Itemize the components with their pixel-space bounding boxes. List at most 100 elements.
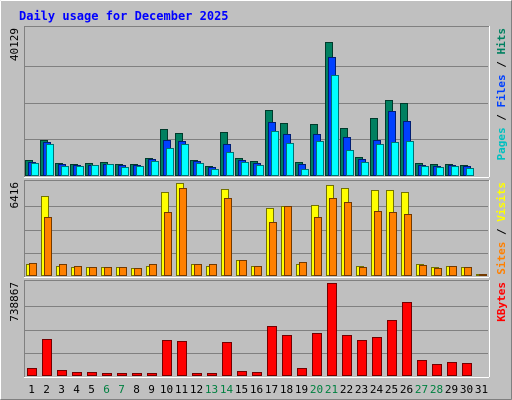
x-tick-label: 15 [235,383,248,396]
bar-pages-day-17 [271,131,279,176]
bar-kbytes-day-1 [27,368,37,376]
bar-pages-day-8 [136,166,144,176]
bar-sites-day-31 [479,274,487,276]
x-tick-label: 20 [310,383,323,396]
bar-kbytes-day-3 [57,370,67,376]
panel-middle: 6416 Sites / Visits [8,180,508,278]
x-tick-label: 7 [118,383,125,396]
bar-pages-day-14 [226,152,234,176]
bar-pages-day-22 [346,150,354,176]
bar-pages-day-28 [436,167,444,176]
bar-sites-day-15 [239,260,247,276]
y-max-label: 6416 [8,182,21,209]
bar-kbytes-day-14 [222,342,232,376]
bar-sites-day-1 [29,263,37,276]
x-tick-label: 27 [415,383,428,396]
bar-pages-day-13 [211,169,219,176]
bar-kbytes-day-17 [267,326,277,376]
bar-pages-day-26 [406,141,414,176]
bar-pages-day-20 [316,141,324,176]
x-tick-label: 16 [250,383,263,396]
bar-pages-day-5 [91,165,99,176]
x-tick-label: 31 [475,383,488,396]
bar-pages-day-23 [361,162,369,176]
x-tick-label: 28 [430,383,443,396]
bar-pages-day-16 [256,165,264,176]
x-tick-label: 11 [175,383,188,396]
bar-sites-day-7 [119,267,127,276]
x-tick-label: 23 [355,383,368,396]
bar-pages-day-2 [46,144,54,176]
x-tick-label: 18 [280,383,293,396]
bar-sites-day-17 [269,222,277,276]
bar-kbytes-day-22 [342,335,352,376]
x-tick-label: 26 [400,383,413,396]
x-tick-label: 30 [460,383,473,396]
x-tick-label: 1 [28,383,35,396]
bar-sites-day-25 [389,212,397,276]
bar-sites-day-3 [59,264,67,276]
bar-sites-day-24 [374,211,382,276]
plot-area [24,180,489,277]
x-tick-label: 8 [133,383,140,396]
bar-sites-day-20 [314,217,322,276]
bar-pages-day-6 [106,164,114,176]
bar-sites-day-5 [89,267,97,276]
x-tick-label: 2 [43,383,50,396]
bar-sites-day-2 [44,217,52,276]
panel-top: 40129 Pages / Files / Hits [8,26,508,178]
bar-sites-day-4 [74,266,82,276]
x-tick-label: 6 [103,383,110,396]
x-tick-label: 10 [160,383,173,396]
bar-kbytes-day-16 [252,372,262,376]
bar-kbytes-day-9 [147,373,157,376]
series-legend: Pages / Files / Hits [495,28,508,161]
bar-kbytes-day-8 [132,373,142,376]
bar-sites-day-16 [254,266,262,276]
bar-sites-day-23 [359,267,367,276]
bar-kbytes-day-5 [87,372,97,376]
legend-entry: Pages [495,127,508,160]
x-tick-label: 19 [295,383,308,396]
legend-entry: / [495,108,508,128]
chart-panels: 40129 Pages / Files / Hits 6416 Sites / Vis… [8,26,508,378]
x-tick-label: 3 [58,383,65,396]
bar-pages-day-18 [286,143,294,176]
bar-kbytes-day-10 [162,340,172,376]
bar-kbytes-day-7 [117,373,127,376]
x-tick-label: 17 [265,383,278,396]
bar-pages-day-25 [391,142,399,176]
bar-kbytes-day-6 [102,373,112,376]
bar-kbytes-day-30 [462,363,472,376]
bar-kbytes-day-20 [312,333,322,376]
bar-kbytes-day-29 [447,362,457,376]
legend-entry: Files [495,74,508,107]
x-tick-label: 9 [148,383,155,396]
chart-title: Daily usage for December 2025 [19,9,229,23]
bar-kbytes-day-18 [282,335,292,376]
bar-pages-day-1 [31,163,39,176]
bar-pages-day-4 [76,166,84,176]
bar-sites-day-11 [179,188,187,276]
bar-sites-day-21 [329,198,337,276]
y-max-label: 40129 [8,28,21,61]
bar-kbytes-day-28 [432,364,442,376]
bar-kbytes-day-25 [387,320,397,376]
bar-sites-day-22 [344,202,352,276]
bar-kbytes-day-15 [237,371,247,376]
bar-pages-day-3 [61,166,69,176]
legend-entry: Hits [495,28,508,55]
legend-entry: / [495,55,508,75]
bar-kbytes-day-2 [42,339,52,376]
bar-kbytes-day-21 [327,283,337,376]
bar-sites-day-10 [164,212,172,276]
x-tick-label: 21 [325,383,338,396]
x-tick-label: 12 [190,383,203,396]
bar-pages-day-10 [166,148,174,176]
legend-entry: KBytes [495,282,508,322]
x-tick-label: 14 [220,383,234,396]
bar-kbytes-day-26 [402,302,412,376]
y-max-label: 738867 [8,282,21,322]
bar-pages-day-7 [121,167,129,176]
